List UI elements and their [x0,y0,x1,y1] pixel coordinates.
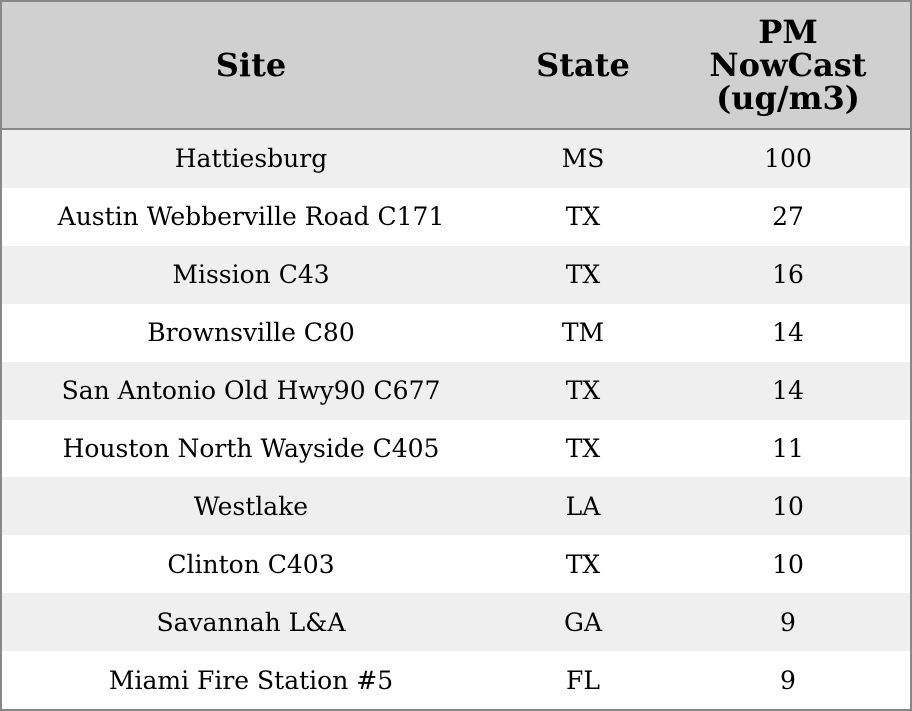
body-text: 9 [780,665,796,695]
body-text: Brownsville C80 [147,318,355,348]
body-cell: 9 [666,651,910,709]
body-text: 14 [772,318,804,348]
body-text: 10 [772,549,804,579]
body-cell: TX [500,361,666,420]
body-text: Austin Webberville Road C171 [57,202,445,232]
body-cell: TX [500,419,666,478]
body-text: Savannah L&A [156,607,346,637]
body-cell: 16 [666,245,910,304]
body-cell: TX [500,187,666,246]
body-text: MS [561,144,605,174]
header-cell: PM NowCast (ug/m3) [666,2,910,130]
body-cell: Clinton C403 [2,535,500,594]
body-text: 27 [772,202,804,232]
body-text: Clinton C403 [167,549,335,579]
body-cell: Westlake [2,477,500,536]
body-cell: MS [500,130,666,188]
header-text: Site [215,45,287,84]
body-cell: LA [500,477,666,536]
body-cell: 10 [666,535,910,594]
body-cell: 14 [666,361,910,420]
body-cell: TM [500,303,666,362]
body-text: LA [565,491,601,521]
body-cell: Hattiesburg [2,130,500,188]
header-text: PM NowCast (ug/m3) [709,12,867,117]
body-cell: 10 [666,477,910,536]
body-text: TX [565,549,601,579]
body-text: 11 [772,433,804,463]
body-cell: 11 [666,419,910,478]
body-cell: 9 [666,593,910,652]
body-cell: GA [500,593,666,652]
body-text: 14 [772,376,804,406]
header-cell: State [500,2,666,130]
body-cell: TX [500,245,666,304]
body-text: Hattiesburg [174,144,328,174]
body-cell: Houston North Wayside C405 [2,419,500,478]
body-cell: 27 [666,187,910,246]
body-cell: Mission C43 [2,245,500,304]
body-cell: 14 [666,303,910,362]
header-cell: Site [2,2,500,130]
body-text: Houston North Wayside C405 [62,433,440,463]
body-text: Westlake [193,491,309,521]
body-cell: Savannah L&A [2,593,500,652]
body-cell: FL [500,651,666,709]
body-text: FL [566,665,600,695]
body-text: San Antonio Old Hwy90 C677 [61,376,441,406]
body-text: 16 [772,260,804,290]
body-cell: 100 [666,130,910,188]
body-cell: Brownsville C80 [2,303,500,362]
body-text: TM [561,318,605,348]
body-cell: San Antonio Old Hwy90 C677 [2,361,500,420]
body-text: TX [565,260,601,290]
body-text: TX [565,433,601,463]
body-text: Miami Fire Station #5 [108,665,394,695]
body-text: TX [565,376,601,406]
body-text: 10 [772,491,804,521]
body-text: 100 [764,144,812,174]
body-text: GA [563,607,603,637]
header-text: State [536,45,630,84]
body-cell: Miami Fire Station #5 [2,651,500,709]
body-cell: Austin Webberville Road C171 [2,187,500,246]
body-cell: TX [500,535,666,594]
body-text: TX [565,202,601,232]
body-text: Mission C43 [172,260,330,290]
body-text: 9 [780,607,796,637]
